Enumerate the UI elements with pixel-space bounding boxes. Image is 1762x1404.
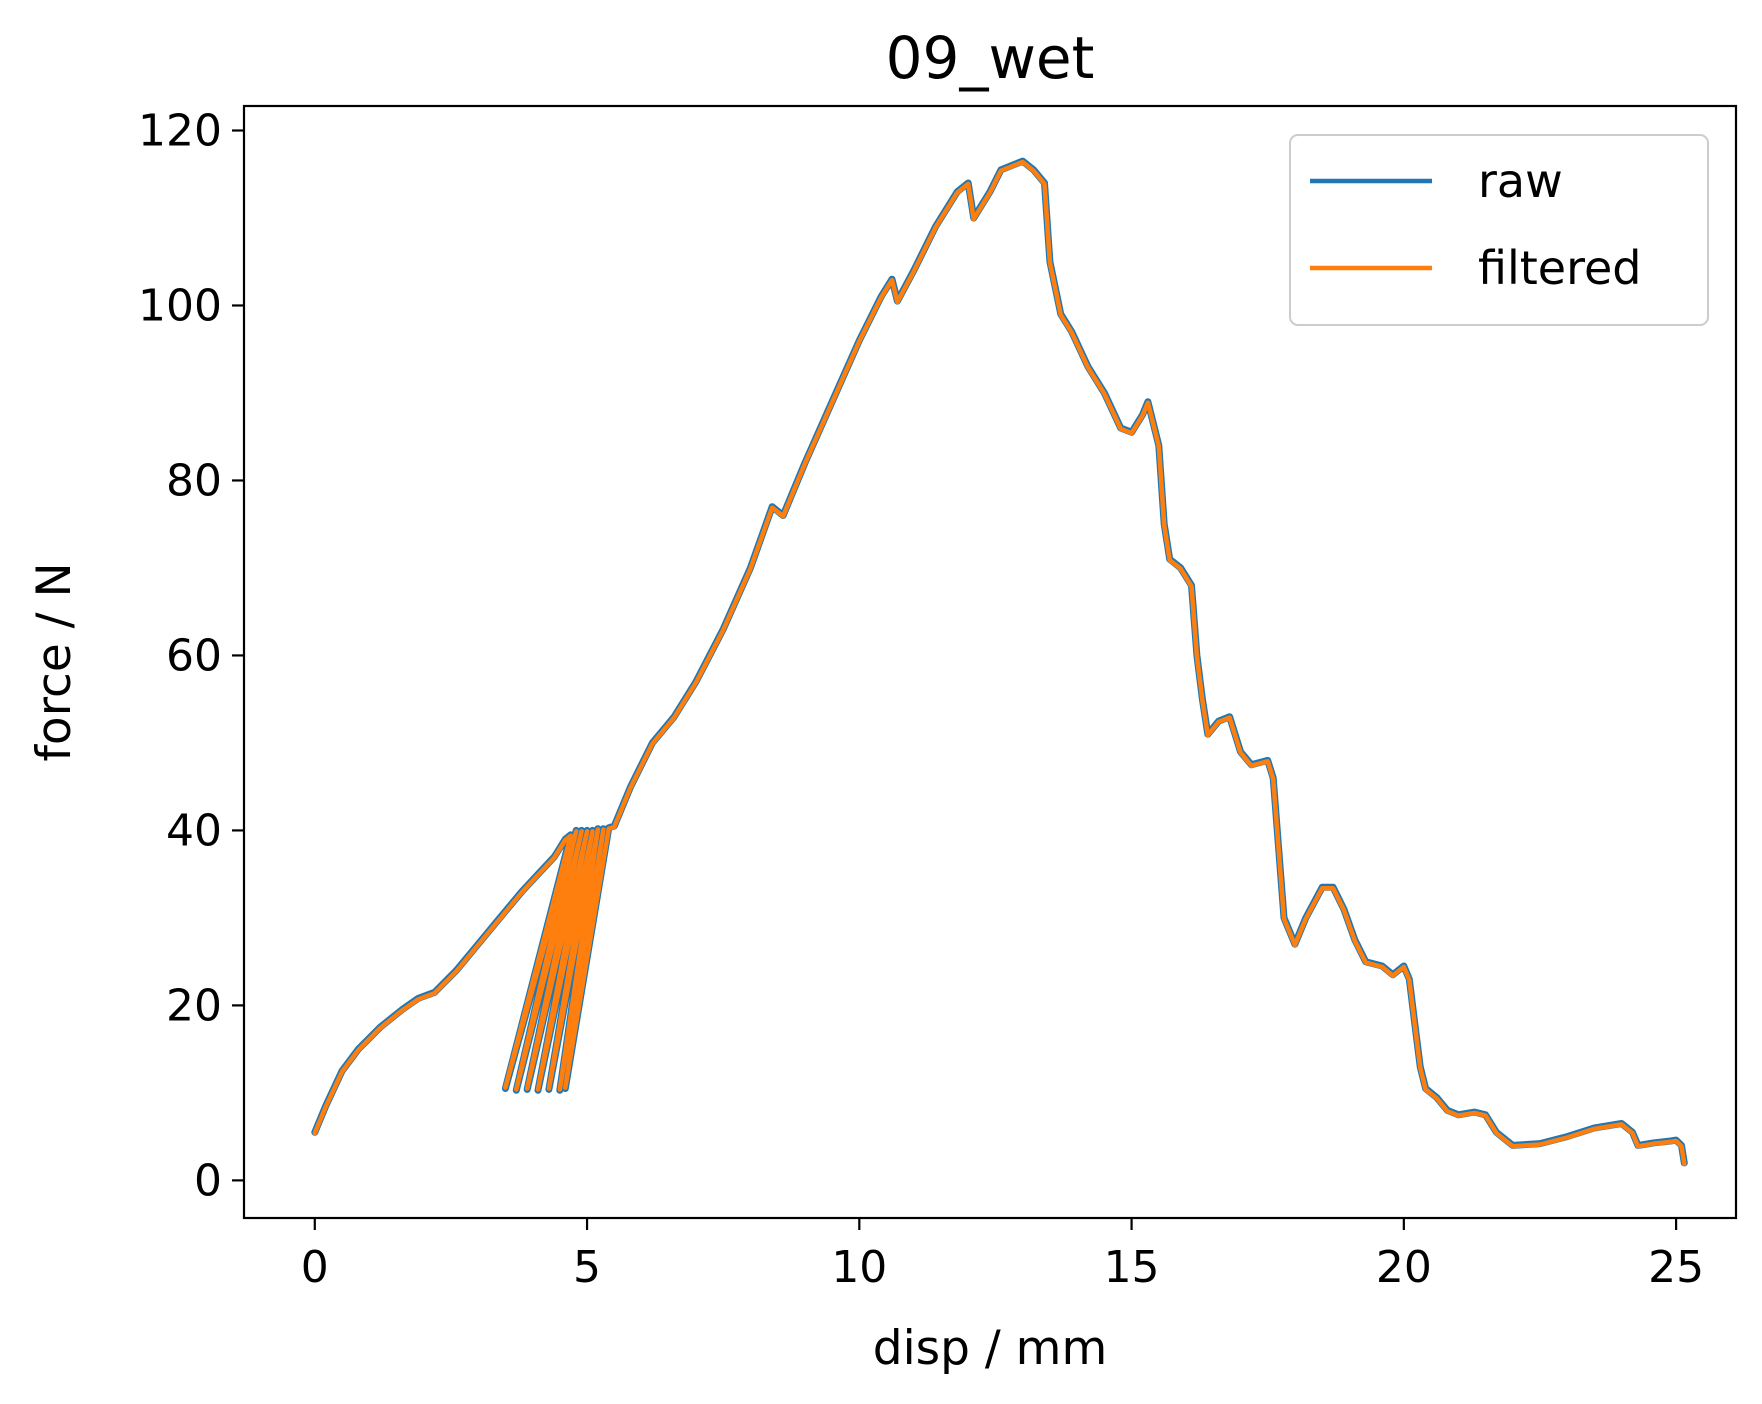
series-line-filtered [312, 159, 1687, 1167]
y-tick-label: 20 [166, 980, 222, 1031]
x-tick-label: 5 [573, 1242, 601, 1293]
x-tick-label: 25 [1648, 1242, 1704, 1293]
x-tick-label: 20 [1376, 1242, 1432, 1293]
chart-title: 09_wet [886, 24, 1095, 92]
y-tick-label: 0 [194, 1155, 222, 1206]
x-axis: 0 5 10 15 20 25 [301, 1218, 1704, 1293]
y-tick-label: 100 [138, 280, 222, 331]
y-axis-label: force / N [27, 562, 82, 761]
y-tick-label: 80 [166, 455, 222, 506]
y-tick-label: 40 [166, 805, 222, 856]
x-tick-label: 15 [1104, 1242, 1160, 1293]
x-tick-label: 0 [301, 1242, 329, 1293]
plot-area [311, 157, 1688, 1167]
legend: raw filtered [1289, 134, 1709, 326]
legend-label-raw: raw [1478, 154, 1563, 208]
axes-frame [242, 104, 1738, 1220]
y-axis: 0 20 40 60 80 100 120 [138, 105, 244, 1206]
x-tick-label: 10 [831, 1242, 887, 1293]
legend-label-filtered: filtered [1478, 241, 1642, 295]
y-tick-label: 120 [138, 105, 222, 156]
y-tick-label: 60 [166, 630, 222, 681]
x-axis-label: disp / mm [873, 1321, 1108, 1376]
